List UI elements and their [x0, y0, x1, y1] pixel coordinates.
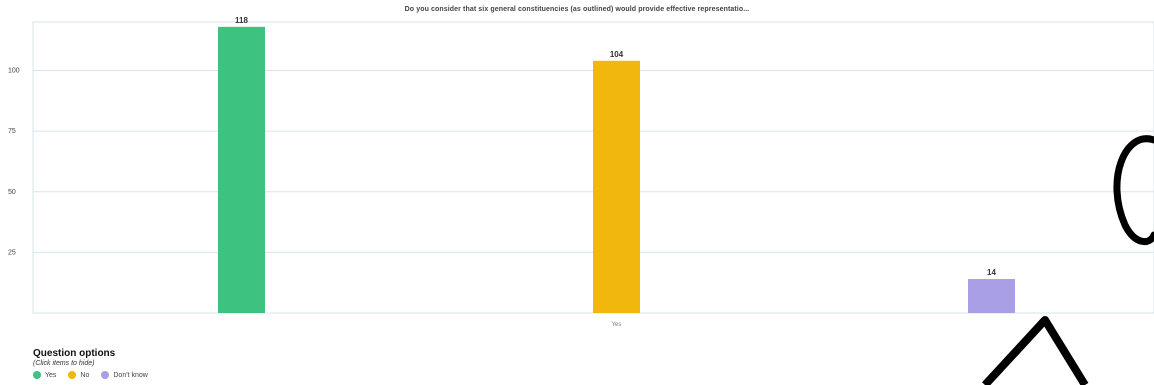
bar-don-t-know[interactable] [968, 279, 1015, 313]
y-tick-label: 50 [8, 189, 16, 196]
data-label: 14 [987, 268, 996, 277]
legend-item-no[interactable]: No [68, 371, 89, 379]
legend-label-dont-know: Don't know [113, 371, 148, 379]
legend-item-dont-know[interactable]: Don't know [101, 371, 148, 379]
data-label: 118 [235, 16, 248, 25]
legend-title: Question options [33, 348, 116, 359]
y-tick-label: 100 [8, 68, 20, 75]
chart-title: Do you consider that six general constit… [404, 6, 750, 13]
bar-no[interactable] [593, 60, 640, 313]
legend: Question options (Click items to hide) Y… [33, 348, 148, 379]
legend-item-yes[interactable]: Yes [33, 371, 56, 379]
legend-items: Yes No Don't know [33, 371, 148, 379]
legend-dot-dont-know [101, 371, 110, 379]
legend-label-no: No [80, 371, 90, 379]
y-tick-label: 25 [8, 249, 16, 256]
legend-label-yes: Yes [45, 371, 57, 379]
x-tick-label: Yes [612, 322, 622, 328]
legend-subtitle: (Click items to hide) [33, 360, 95, 367]
legend-dot-no [68, 371, 77, 379]
bar-yes[interactable] [218, 26, 265, 313]
data-label: 104 [610, 50, 624, 59]
legend-dot-yes [33, 371, 41, 379]
y-tick-label: 75 [8, 128, 16, 135]
